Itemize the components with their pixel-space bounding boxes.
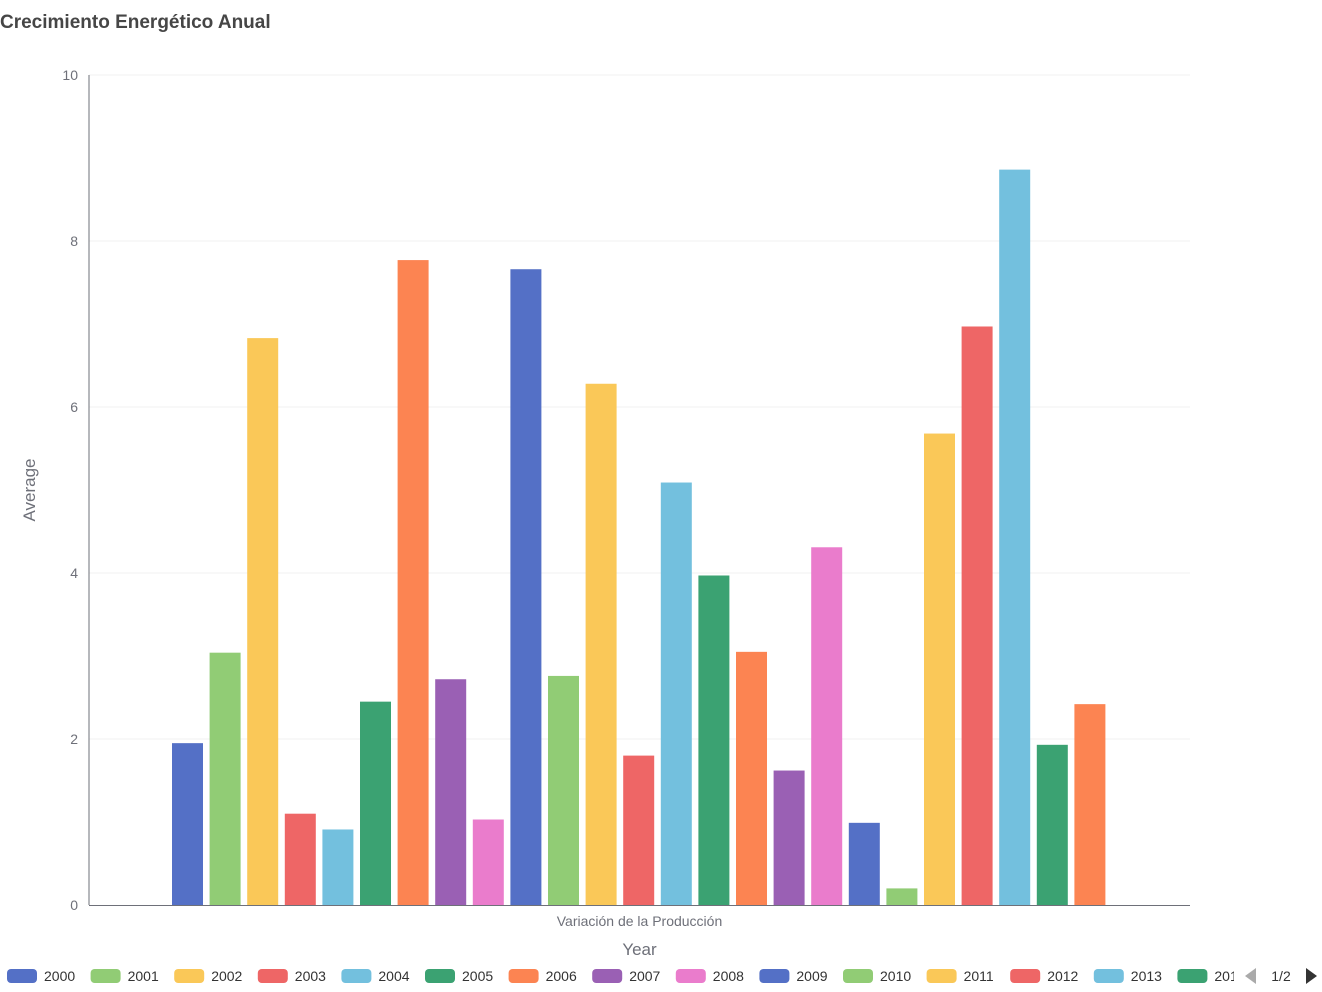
legend-item-2014[interactable]: 2014 [1177, 968, 1245, 984]
legend-swatch [1177, 969, 1208, 983]
bar-2000[interactable] [172, 743, 203, 905]
legend-item-2012[interactable]: 2012 [1010, 968, 1079, 984]
legend-swatch [675, 969, 706, 983]
legend-label: 2002 [211, 968, 242, 984]
legend-item-2002[interactable]: 2002 [174, 968, 243, 984]
bar-2023[interactable] [1036, 744, 1068, 905]
legend-label: 2014 [1214, 968, 1245, 984]
bar-2014[interactable] [698, 575, 730, 905]
y-axis-label: Average [20, 458, 39, 521]
legend-item-2005[interactable]: 2005 [425, 968, 493, 984]
bar-2022[interactable] [999, 169, 1031, 905]
legend-page-indicator: 1/2 [1271, 968, 1291, 984]
legend-swatch [926, 969, 957, 983]
bars [172, 169, 1106, 906]
legend-swatch [425, 969, 455, 983]
bar-2016[interactable] [773, 770, 805, 905]
legend-item-2007[interactable]: 2007 [592, 968, 661, 984]
bar-2013[interactable] [660, 482, 692, 905]
legend-item-2001[interactable]: 2001 [90, 968, 159, 984]
legend-item-2006[interactable]: 2006 [508, 968, 577, 984]
bar-2007[interactable] [435, 679, 467, 905]
bar-2020[interactable] [924, 433, 955, 905]
legend-label: 2009 [796, 968, 827, 984]
legend-label: 2003 [295, 968, 326, 984]
y-tick-label: 8 [70, 233, 78, 249]
legend-label: 2006 [546, 968, 577, 984]
y-tick-label: 2 [70, 731, 78, 747]
bar-2003[interactable] [284, 813, 316, 905]
bar-2010[interactable] [548, 675, 579, 905]
legend-label: 2010 [880, 968, 911, 984]
bar-2019[interactable] [886, 888, 918, 905]
legend-item-2008[interactable]: 2008 [675, 968, 744, 984]
legend-swatch [7, 969, 37, 983]
y-tick-labels: 0 2 4 6 8 10 [62, 67, 78, 913]
legend-swatch [257, 969, 288, 983]
legend-label: 2011 [964, 968, 994, 984]
legend-swatch [592, 969, 623, 983]
legend-item-2011[interactable]: 2011 [926, 968, 994, 984]
legend-item-2003[interactable]: 2003 [257, 968, 326, 984]
legend-label: 2005 [462, 968, 493, 984]
bar-2006[interactable] [397, 260, 429, 906]
legend-swatch [843, 969, 873, 983]
legend-label: 2007 [629, 968, 660, 984]
bar-2017[interactable] [811, 547, 843, 905]
legend-pager: 1/2 [1245, 968, 1317, 984]
legend-label: 2012 [1047, 968, 1078, 984]
x-axis-label: Year [622, 940, 657, 959]
legend-prev-page-icon[interactable] [1245, 968, 1256, 984]
bar-2001[interactable] [209, 652, 241, 905]
legend-swatch [1093, 969, 1124, 983]
bar-2012[interactable] [623, 755, 655, 905]
bar-2005[interactable] [360, 701, 391, 905]
legend-item-2009[interactable]: 2009 [759, 968, 828, 984]
legend-item-2010[interactable]: 2010 [843, 968, 911, 984]
bar-2015[interactable] [736, 651, 767, 905]
chart-title: Crecimiento Energético Anual [0, 12, 271, 33]
legend-swatch [174, 969, 205, 983]
legend-label: 2004 [378, 968, 409, 984]
bar-2021[interactable] [961, 326, 993, 905]
bar-2018[interactable] [848, 822, 880, 905]
legend-label: 2000 [44, 968, 75, 984]
y-tick-label: 10 [62, 67, 78, 83]
axes [88, 75, 1190, 906]
y-tick-label: 0 [70, 897, 78, 913]
legend-next-page-icon[interactable] [1306, 968, 1317, 984]
legend-swatch [759, 969, 790, 983]
legend-label: 2013 [1131, 968, 1162, 984]
legend: 2000 2001 2002 2003 2004 2005 2006 2007 2008 2009… [7, 968, 1245, 984]
legend-label: 2001 [128, 968, 159, 984]
bar-2009[interactable] [510, 269, 542, 906]
legend-label: 2008 [713, 968, 744, 984]
bar-2008[interactable] [472, 819, 504, 905]
legend-swatch [90, 969, 121, 983]
x-tick-label: Variación de la Producción [557, 913, 723, 929]
legend-item-2000[interactable]: 2000 [7, 968, 75, 984]
legend-swatch [1010, 969, 1041, 983]
bar-2002[interactable] [247, 338, 279, 905]
bar-2024[interactable] [1074, 704, 1106, 905]
legend-swatch [508, 969, 539, 983]
y-tick-label: 6 [70, 399, 78, 415]
bar-2004[interactable] [322, 829, 354, 905]
legend-item-2004[interactable]: 2004 [341, 968, 410, 984]
y-tick-label: 4 [70, 565, 78, 581]
legend-swatch [341, 969, 372, 983]
bar-2011[interactable] [585, 383, 617, 905]
legend-item-2013[interactable]: 2013 [1093, 968, 1162, 984]
